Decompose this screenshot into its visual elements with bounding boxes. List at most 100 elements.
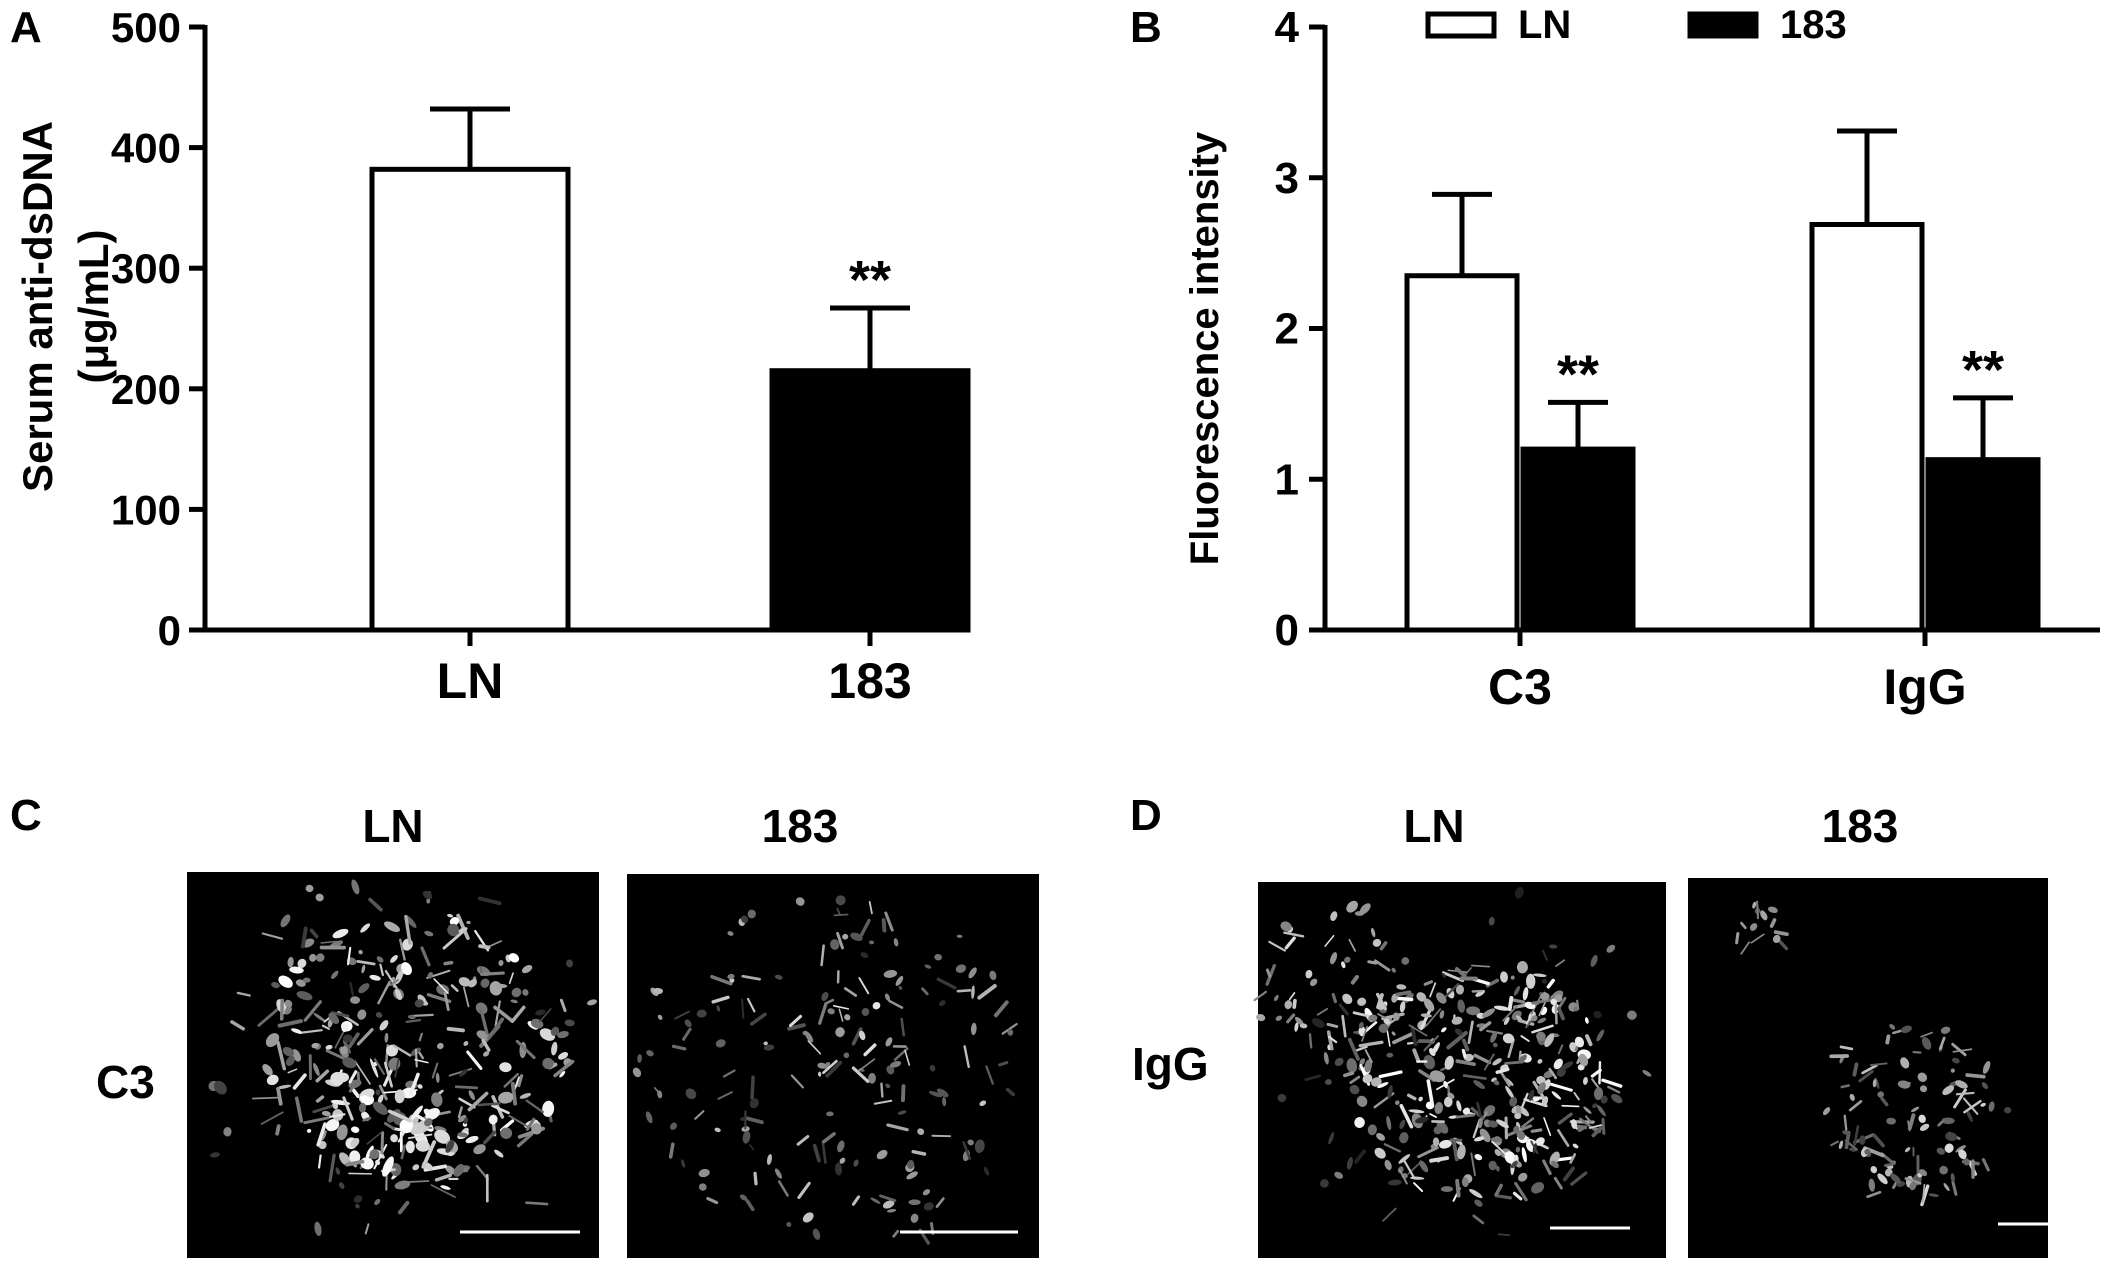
fluorescence-speck (412, 1164, 420, 1171)
fluorescence-speck (884, 993, 891, 1001)
fluorescence-speck (369, 974, 381, 981)
fluorescence-speck (382, 1156, 394, 1177)
fluorescence-strand (1398, 1168, 1408, 1185)
fluorescence-strand (1444, 983, 1460, 998)
fluorescence-strand (345, 1159, 365, 1167)
fluorescence-speck (510, 999, 518, 1004)
fluorescence-speck (358, 983, 370, 994)
fluorescence-speck (837, 1140, 845, 1153)
fluorescence-speck (714, 1127, 721, 1133)
fluorescence-strand (1590, 1068, 1602, 1078)
fluorescence-strand (1413, 1182, 1424, 1192)
fluorescence-strand (328, 1153, 336, 1183)
fluorescence-speck (369, 1149, 380, 1160)
fluorescence-strand (1331, 992, 1338, 1004)
fluorescence-speck (1311, 1018, 1325, 1028)
fluorescence-speck (897, 1110, 907, 1115)
fluorescence-speck (1341, 961, 1346, 969)
fluorescence-speck (424, 930, 434, 937)
fluorescence-speck (885, 1083, 891, 1089)
panel-letter-a: A (10, 3, 42, 52)
fluorescence-strand (456, 913, 470, 941)
fluorescence-speck (1528, 1089, 1535, 1101)
fluorescence-strand (671, 1044, 687, 1051)
fluorescence-speck (886, 1208, 897, 1213)
fluorescence-speck (445, 1165, 456, 1175)
fluorescence-speck (1320, 1179, 1329, 1188)
fluorescence-speck (522, 989, 529, 996)
fluorescence-strand (525, 1099, 544, 1114)
fluorescence-speck (437, 1042, 444, 1050)
fluorescence-strand (388, 979, 400, 987)
fluorescence-strand (517, 1074, 524, 1088)
fluorescence-strand (1265, 968, 1272, 978)
fluorescence-strand (446, 1026, 465, 1033)
fluorescence-strand (387, 1109, 412, 1123)
fluorescence-speck (1455, 984, 1465, 995)
fluorescence-strand (494, 1000, 501, 1027)
fluorescence-speck (1822, 1107, 1831, 1116)
fluorescence-speck (1490, 1031, 1498, 1043)
y-axis-label-line: (μg/mL) (70, 230, 117, 384)
fluorescence-speck (1488, 916, 1495, 926)
fluorescence-strand (400, 1144, 407, 1160)
fluorescence-speck (1372, 938, 1382, 947)
fluorescence-strand (1585, 1034, 1593, 1047)
fluorescence-strand (741, 974, 761, 981)
fluorescence-strand (858, 1058, 876, 1072)
fluorescence-speck (802, 1212, 814, 1223)
fluorescence-strand (356, 1028, 374, 1046)
fluorescence-strand (351, 1088, 360, 1099)
fluorescence-speck (1328, 1132, 1335, 1145)
fluorescence-speck (895, 975, 904, 986)
fluorescence-strand (911, 1149, 927, 1156)
fluorescence-strand (879, 1194, 897, 1203)
fluorescence-strand (749, 1144, 755, 1151)
fluorescence-strand (303, 1000, 322, 1022)
fluorescence-speck (508, 953, 520, 963)
fluorescence-strand (1549, 1082, 1573, 1092)
fluorescence-speck (350, 1137, 360, 1148)
fluorescence-speck (1324, 1079, 1332, 1085)
fluorescence-speck (566, 959, 574, 968)
x-tick-label: LN (437, 653, 504, 709)
fluorescence-strand (1451, 1140, 1459, 1162)
fluorescence-speck (1556, 1067, 1566, 1077)
fluorescence-strand (312, 1105, 333, 1114)
panel-letter-d: D (1130, 791, 1162, 840)
fluorescence-strand (1557, 1129, 1570, 1147)
fluorescence-speck (440, 1185, 451, 1190)
fluorescence-speck (1398, 1154, 1411, 1164)
panel-letter-c: C (10, 791, 42, 840)
significance-marker: ** (1557, 344, 1599, 404)
fluorescence-speck (1518, 1172, 1528, 1182)
fluorescence-speck (1377, 1082, 1389, 1089)
fluorescence-strand (342, 1096, 354, 1121)
fluorescence-speck (1928, 1193, 1940, 1197)
fluorescence-speck (1419, 1160, 1429, 1173)
fluorescence-speck (1936, 1147, 1946, 1155)
fluorescence-speck (210, 1152, 220, 1158)
fluorescence-speck (883, 969, 898, 978)
fluorescence-strand (1483, 1053, 1495, 1071)
fluorescence-strand (1542, 1159, 1552, 1176)
fluorescence-strand (1455, 1059, 1476, 1067)
fluorescence-strand (309, 928, 319, 939)
fluorescence-speck (1280, 921, 1292, 932)
fluorescence-speck (835, 1027, 845, 1038)
fluorescence-speck (1418, 1096, 1423, 1102)
bar-c3-ln (1404, 273, 1520, 633)
fluorescence-speck (853, 1159, 859, 1167)
bar-183 (769, 368, 971, 633)
fluorescence-strand (236, 991, 251, 997)
fluorescence-speck (1917, 1072, 1928, 1082)
panel-c-col-label-183: 183 (762, 800, 839, 852)
fluorescence-strand (851, 1027, 863, 1046)
fluorescence-strand (1406, 1093, 1417, 1101)
panel-c-row-label: C3 (96, 1056, 155, 1108)
fluorescence-strand (406, 1180, 430, 1183)
fluorescence-speck (339, 1152, 351, 1166)
fluorescence-strand (745, 1116, 764, 1125)
fluorescence-strand (1473, 1053, 1492, 1065)
fluorescence-speck (1436, 992, 1447, 1004)
